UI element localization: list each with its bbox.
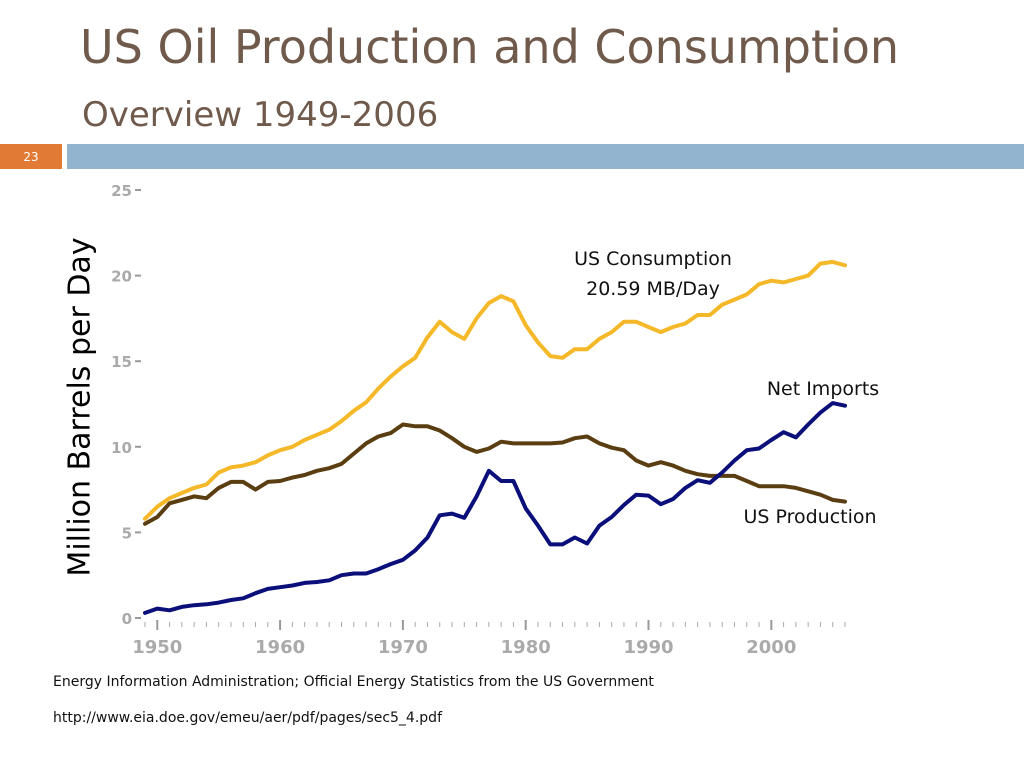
chart-series	[143, 259, 847, 615]
source-url: http://www.eia.doe.gov/emeu/aer/pdf/page…	[53, 710, 442, 726]
x-tick-label: 1950	[132, 637, 182, 658]
y-tick-label: 15	[111, 353, 132, 371]
slide-title: US Oil Production and Consumption	[80, 20, 900, 74]
y-tick-label: 10	[111, 439, 132, 457]
x-tick-label: 2000	[746, 637, 796, 658]
annotation-consumption-title: US Consumption	[574, 248, 732, 270]
series-line-us-production	[143, 422, 847, 526]
header-band	[67, 144, 1024, 169]
x-tick-label: 1960	[255, 637, 305, 658]
annotation-consumption-value: 20.59 MB/Day	[586, 278, 720, 300]
chart-axes: 0 5 10 15 20 25 1950 1960 1970 1980 1990 2000	[111, 182, 846, 658]
x-tick-label: 1990	[623, 637, 673, 658]
series-line-us-consumption	[143, 259, 847, 521]
y-tick-label: 20	[111, 268, 132, 286]
annotation-net-imports: Net Imports	[766, 378, 880, 400]
x-tick-label: 1970	[378, 637, 428, 658]
y-tick-label: 0	[122, 610, 132, 628]
x-tick-label: 1980	[501, 637, 551, 658]
y-tick-label: 5	[122, 524, 132, 542]
annotation-us-production: US Production	[743, 506, 877, 528]
series-line-net-imports	[143, 401, 847, 615]
y-tick-label: 25	[111, 182, 132, 200]
source-credit: Energy Information Administration; Offic…	[53, 674, 654, 690]
slide-subtitle: Overview 1949-2006	[82, 95, 439, 135]
slide-number: 23	[0, 144, 62, 169]
